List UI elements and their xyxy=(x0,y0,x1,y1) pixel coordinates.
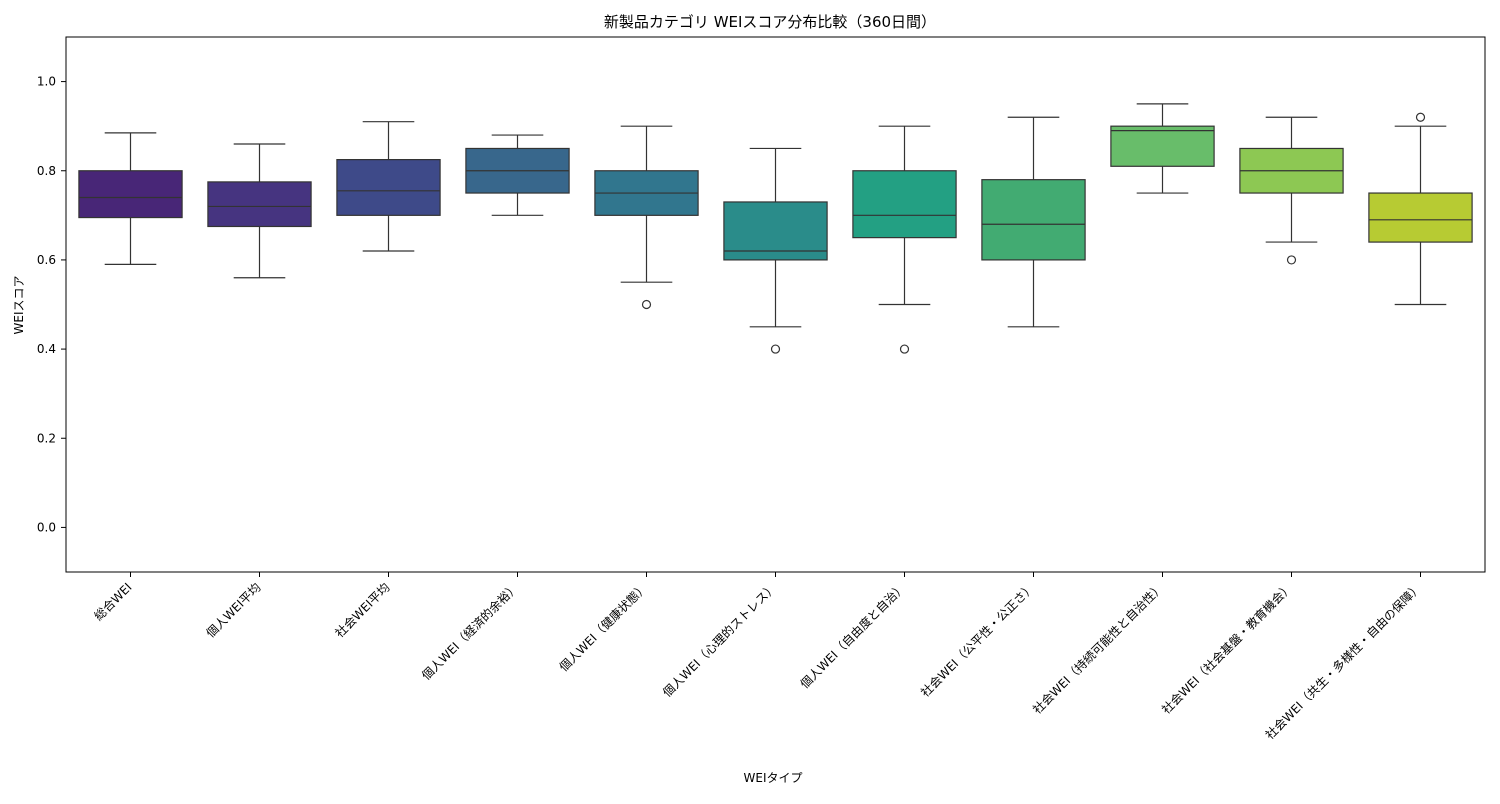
x-tick-label: 社会WEI（共生・多様性・自由の保障） xyxy=(1262,580,1425,743)
y-tick-label: 0.6 xyxy=(37,253,56,267)
chart-title: 新製品カテゴリ WEIスコア分布比較（360日間） xyxy=(604,13,936,31)
y-tick-label: 0.2 xyxy=(37,431,56,445)
box xyxy=(207,181,312,228)
x-tick-label: 社会WEI（社会基盤・教育機会） xyxy=(1158,580,1295,717)
outlier-point xyxy=(1415,112,1426,122)
x-tick-label: 個人WEI（経済的余裕） xyxy=(418,580,521,683)
x-tick-label: 社会WEI（公平性・公正さ） xyxy=(917,580,1037,700)
box xyxy=(852,170,957,239)
y-tick-label: 0.4 xyxy=(37,342,56,356)
x-tick-label: 総合WEI xyxy=(91,580,135,624)
box xyxy=(78,170,183,219)
x-tick-label: 社会WEI（持続可能性と自治性） xyxy=(1029,580,1166,717)
x-tick-label: 社会WEI平均 xyxy=(332,580,393,641)
box xyxy=(981,179,1086,261)
x-tick-label: 個人WEI（心理的ストレス） xyxy=(659,580,779,700)
outlier-point xyxy=(770,344,781,354)
box xyxy=(336,159,441,216)
outlier-point xyxy=(899,344,910,354)
x-axis-label: WEIタイプ xyxy=(744,771,803,785)
box xyxy=(1368,192,1473,243)
box xyxy=(723,201,828,261)
y-axis-label: WEIスコア xyxy=(12,276,26,335)
box xyxy=(1110,125,1215,167)
y-tick-label: 0.8 xyxy=(37,164,56,178)
outlier-point xyxy=(641,299,652,310)
y-tick-label: 0.0 xyxy=(37,520,56,534)
x-tick-label: 個人WEI（健康状態） xyxy=(556,580,651,675)
y-tick-label: 1.0 xyxy=(37,75,56,89)
outlier-point xyxy=(1286,255,1297,265)
x-tick-label: 個人WEI（自由度と自治） xyxy=(797,580,909,692)
x-tick-label: 個人WEI平均 xyxy=(204,580,264,640)
